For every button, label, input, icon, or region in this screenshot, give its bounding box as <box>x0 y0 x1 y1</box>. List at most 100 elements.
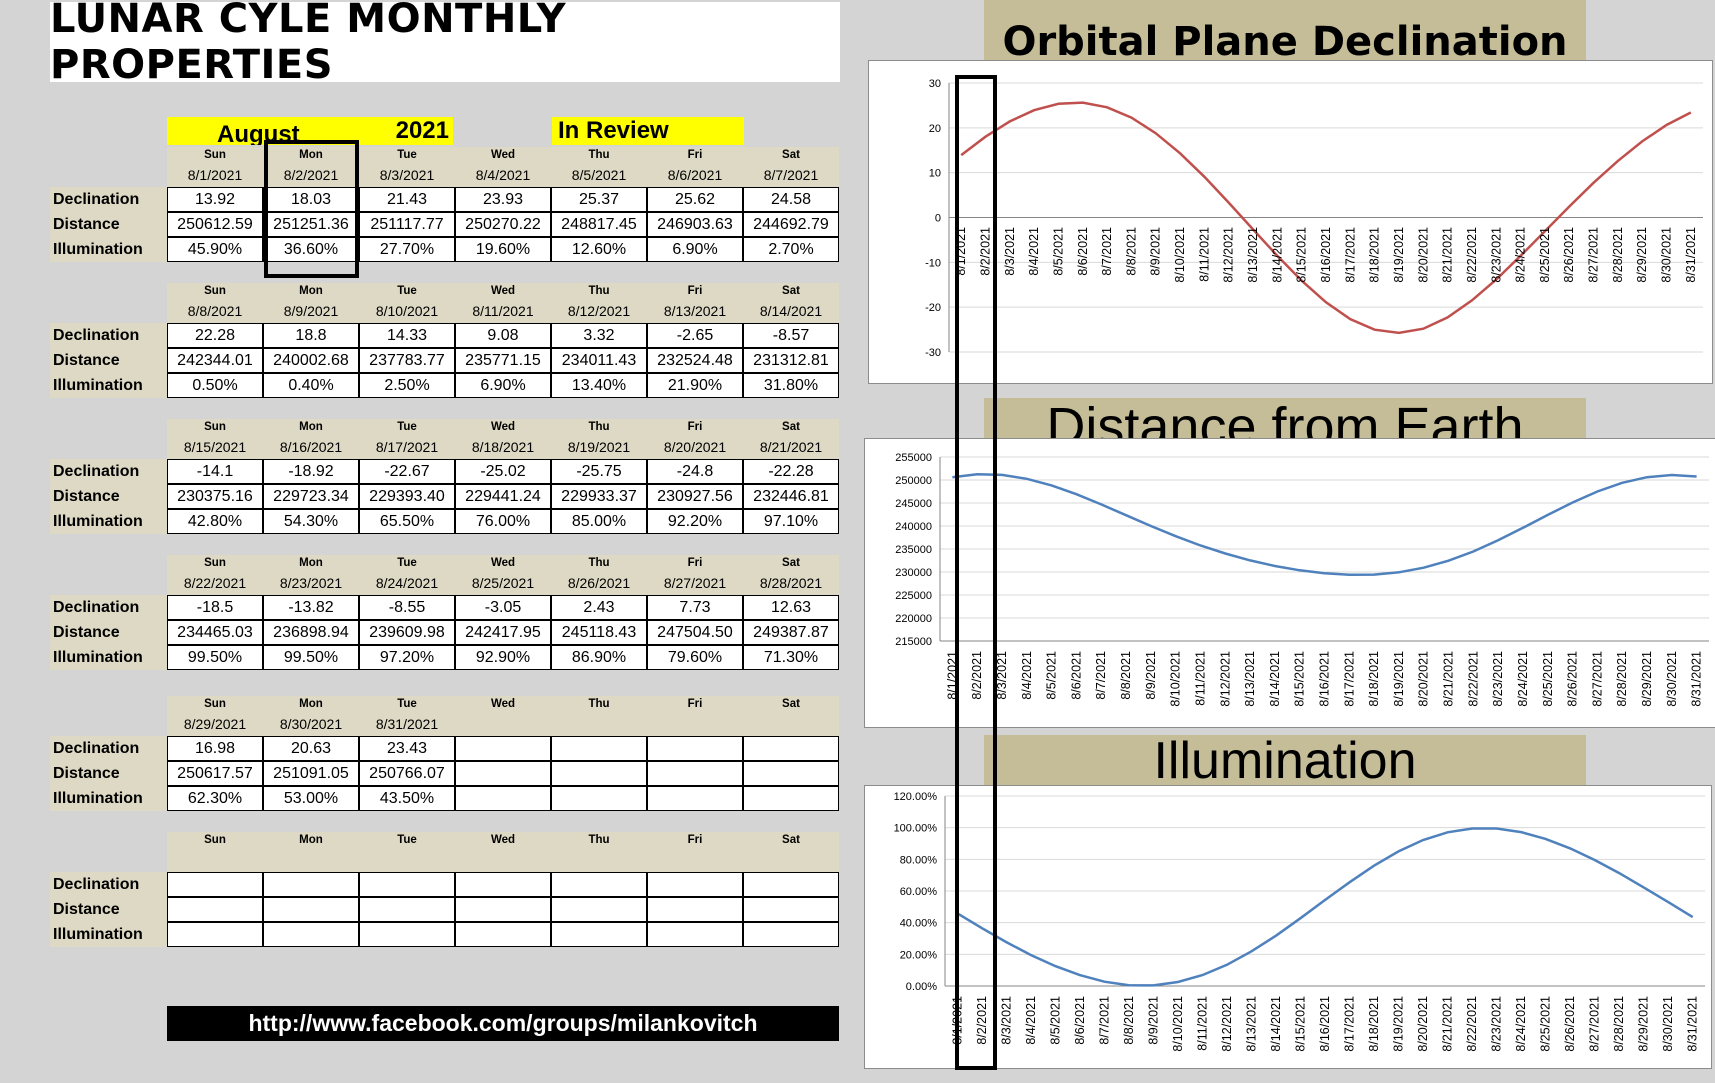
x-tick-label: 8/6/2021 <box>1073 996 1087 1045</box>
distance-cell: 230927.56 <box>647 484 743 509</box>
distance-cell <box>167 897 263 922</box>
x-tick-label: 8/4/2021 <box>1024 996 1038 1045</box>
distance-chart-title: Distance from Earth <box>1046 398 1524 438</box>
x-tick-label: 8/19/2021 <box>1392 996 1406 1052</box>
illumination-cell: 54.30% <box>263 509 359 534</box>
day-name: Sun <box>204 285 226 297</box>
row-label-illumination: Illumination <box>50 786 167 811</box>
day-date: 8/4/2021 <box>475 167 531 183</box>
declination-cell <box>167 872 263 897</box>
x-tick-label: 8/22/2021 <box>1465 227 1479 283</box>
day-date: 8/7/2021 <box>763 167 819 183</box>
row-label-distance: Distance <box>50 348 167 373</box>
declination-cell: -25.02 <box>455 459 551 484</box>
day-name: Wed <box>490 834 516 846</box>
year-label: 2021 <box>395 117 449 144</box>
x-tick-label: 8/10/2021 <box>1173 227 1187 283</box>
illumination-cell <box>647 786 743 811</box>
row-label-declination: Declination <box>50 323 167 348</box>
day-date: 8/12/2021 <box>567 303 631 319</box>
x-tick-label: 8/7/2021 <box>1094 651 1108 700</box>
x-tick-label: 8/15/2021 <box>1293 651 1307 707</box>
day-date: 8/22/2021 <box>183 575 247 591</box>
row-label-declination: Declination <box>50 736 167 761</box>
x-tick-label: 8/27/2021 <box>1587 227 1601 283</box>
day-name: Fri <box>687 149 703 161</box>
x-tick-label: 8/27/2021 <box>1588 996 1602 1052</box>
x-tick-label: 8/7/2021 <box>1097 996 1111 1045</box>
illumination-cell: 99.50% <box>263 645 359 670</box>
declination-cell: 9.08 <box>455 323 551 348</box>
y-tick-label: 255000 <box>895 452 932 464</box>
day-name: Fri <box>687 421 703 433</box>
x-tick-label: 8/17/2021 <box>1343 227 1357 283</box>
illumination-cell: 13.40% <box>551 373 647 398</box>
x-tick-label: 8/24/2021 <box>1514 996 1528 1052</box>
y-tick-label: 30 <box>929 78 941 90</box>
y-tick-label: 120.00% <box>894 791 938 803</box>
x-tick-label: 8/16/2021 <box>1318 996 1332 1052</box>
x-tick-label: 8/8/2021 <box>1124 227 1138 276</box>
y-tick-label: 100.00% <box>894 823 938 835</box>
day-date: 8/25/2021 <box>471 575 535 591</box>
x-tick-label: 8/2/2021 <box>978 227 992 276</box>
declination-cell: 25.62 <box>647 187 743 212</box>
illumination-chart: 120.00% 100.00% 80.00% 60.00% 40.00% 20.00% 0.… <box>864 785 1712 1069</box>
x-tick-label: 8/11/2021 <box>1193 651 1207 706</box>
illumination-cell: 2.70% <box>743 237 839 262</box>
illumination-cell: 31.80% <box>743 373 839 398</box>
distance-cell: 247504.50 <box>647 620 743 645</box>
declination-cell: -22.28 <box>743 459 839 484</box>
y-tick-label: 10 <box>929 168 941 180</box>
row-label-distance: Distance <box>50 761 167 786</box>
day-name: Mon <box>299 421 323 433</box>
x-tick-label: 8/28/2021 <box>1612 996 1626 1052</box>
footer-url[interactable]: http://www.facebook.com/groups/milankovi… <box>167 1006 839 1041</box>
x-tick-label: 8/5/2021 <box>1048 996 1062 1045</box>
declination-cell: -18.5 <box>167 595 263 620</box>
x-tick-label: 8/21/2021 <box>1441 996 1455 1052</box>
day-date: 8/27/2021 <box>663 575 727 591</box>
distance-cell: 237783.77 <box>359 348 455 373</box>
x-tick-label: 8/23/2021 <box>1491 651 1505 707</box>
illumination-cell: 12.60% <box>551 237 647 262</box>
week-header: Sun 8/15/2021 Mon 8/16/2021 Tue 8/17/2021 Wed 8… <box>167 419 839 459</box>
distance-cell: 229723.34 <box>263 484 359 509</box>
illumination-cell <box>263 922 359 947</box>
distance-cell: 229441.24 <box>455 484 551 509</box>
x-tick-label: 8/12/2021 <box>1222 227 1236 283</box>
x-tick-label: 8/29/2021 <box>1640 651 1654 707</box>
illumination-cell: 62.30% <box>167 786 263 811</box>
declination-cell: -3.05 <box>455 595 551 620</box>
y-tick-label: 80.00% <box>900 854 938 866</box>
distance-cell <box>455 897 551 922</box>
day-date: 8/5/2021 <box>571 167 627 183</box>
row-label-declination: Declination <box>50 459 167 484</box>
day-date: 8/14/2021 <box>759 303 823 319</box>
week-header: Sun 8/8/2021 Mon 8/9/2021 Tue 8/10/2021 Wed 8/1… <box>167 283 839 323</box>
x-tick-label: 8/8/2021 <box>1119 651 1133 700</box>
distance-cell <box>359 897 455 922</box>
declination-cell: 24.58 <box>743 187 839 212</box>
row-label-distance: Distance <box>50 212 167 237</box>
x-tick-label: 8/30/2021 <box>1665 651 1679 707</box>
day-name: Thu <box>588 557 610 569</box>
x-tick-label: 8/14/2021 <box>1269 996 1283 1052</box>
day-date: 8/23/2021 <box>279 575 343 591</box>
illumination-cell: 85.00% <box>551 509 647 534</box>
row-label-illumination: Illumination <box>50 922 167 947</box>
x-tick-label: 8/21/2021 <box>1442 651 1456 707</box>
distance-chart-title-bg: Distance from Earth <box>984 398 1586 438</box>
day-name: Thu <box>588 698 610 710</box>
distance-cell: 250766.07 <box>359 761 455 786</box>
x-tick-label: 8/13/2021 <box>1243 651 1257 707</box>
x-tick-label: 8/10/2021 <box>1169 651 1183 707</box>
day-name: Fri <box>687 698 703 710</box>
x-tick-label: 8/27/2021 <box>1590 651 1604 707</box>
x-tick-label: 8/7/2021 <box>1100 227 1114 276</box>
illumination-cell: 92.90% <box>455 645 551 670</box>
x-tick-label: 8/9/2021 <box>1144 651 1158 700</box>
x-tick-label: 8/17/2021 <box>1343 996 1357 1052</box>
day-name: Tue <box>397 698 417 710</box>
distance-cell <box>551 897 647 922</box>
